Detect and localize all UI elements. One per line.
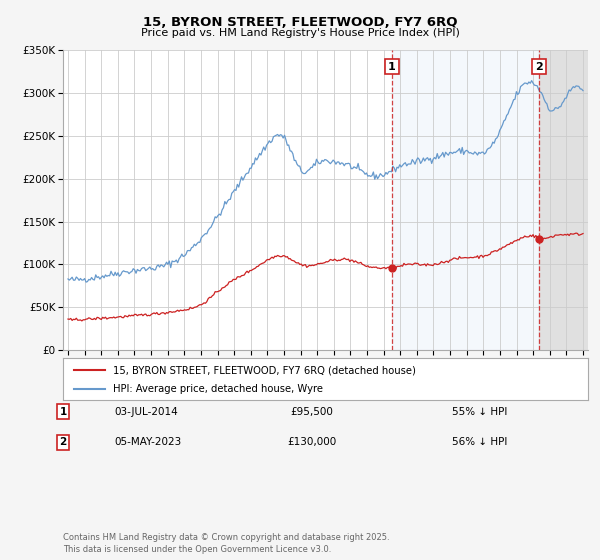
Text: Price paid vs. HM Land Registry's House Price Index (HPI): Price paid vs. HM Land Registry's House …: [140, 28, 460, 38]
Text: 03-JUL-2014: 03-JUL-2014: [114, 407, 178, 417]
Text: 15, BYRON STREET, FLEETWOOD, FY7 6RQ: 15, BYRON STREET, FLEETWOOD, FY7 6RQ: [143, 16, 457, 29]
Text: £95,500: £95,500: [290, 407, 334, 417]
Text: £130,000: £130,000: [287, 437, 337, 447]
Text: 1: 1: [388, 62, 396, 72]
Text: 1: 1: [59, 407, 67, 417]
Bar: [392, 50, 539, 350]
Text: 2: 2: [535, 62, 543, 72]
Bar: [539, 50, 600, 350]
Text: 05-MAY-2023: 05-MAY-2023: [114, 437, 181, 447]
Text: 55% ↓ HPI: 55% ↓ HPI: [452, 407, 508, 417]
Text: 56% ↓ HPI: 56% ↓ HPI: [452, 437, 508, 447]
Text: 2: 2: [59, 437, 67, 447]
Text: Contains HM Land Registry data © Crown copyright and database right 2025.
This d: Contains HM Land Registry data © Crown c…: [63, 533, 389, 554]
Text: HPI: Average price, detached house, Wyre: HPI: Average price, detached house, Wyre: [113, 384, 323, 394]
Text: 15, BYRON STREET, FLEETWOOD, FY7 6RQ (detached house): 15, BYRON STREET, FLEETWOOD, FY7 6RQ (de…: [113, 365, 416, 375]
